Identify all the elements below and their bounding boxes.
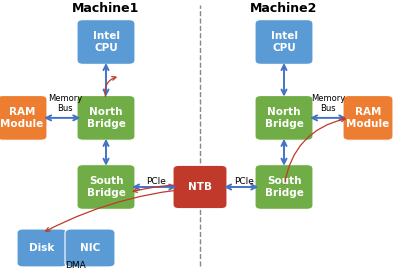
Text: Intel
CPU: Intel CPU	[92, 31, 120, 53]
Text: North
Bridge: North Bridge	[86, 107, 126, 129]
Text: PCIe: PCIe	[146, 176, 166, 186]
Text: Disk: Disk	[29, 243, 55, 253]
Text: RAM
Module: RAM Module	[346, 107, 390, 129]
FancyBboxPatch shape	[77, 165, 135, 209]
Text: Memory
Bus: Memory Bus	[48, 94, 82, 113]
FancyBboxPatch shape	[77, 20, 135, 64]
FancyBboxPatch shape	[255, 165, 313, 209]
FancyBboxPatch shape	[343, 96, 393, 140]
Text: PCIe: PCIe	[234, 176, 254, 186]
Text: NIC: NIC	[80, 243, 100, 253]
Text: South
Bridge: South Bridge	[264, 176, 304, 198]
FancyBboxPatch shape	[77, 96, 135, 140]
Text: DMA: DMA	[66, 260, 86, 270]
FancyBboxPatch shape	[255, 96, 313, 140]
Text: RAM
Module: RAM Module	[0, 107, 44, 129]
FancyBboxPatch shape	[173, 165, 227, 209]
FancyBboxPatch shape	[17, 229, 67, 267]
Text: Machine2: Machine2	[250, 2, 318, 15]
FancyBboxPatch shape	[255, 20, 313, 64]
FancyBboxPatch shape	[0, 96, 47, 140]
Text: Memory
Bus: Memory Bus	[311, 94, 345, 113]
FancyBboxPatch shape	[65, 229, 115, 267]
Text: North
Bridge: North Bridge	[264, 107, 304, 129]
Text: Machine1: Machine1	[72, 2, 140, 15]
Text: South
Bridge: South Bridge	[86, 176, 126, 198]
Text: NTB: NTB	[188, 182, 212, 192]
Text: Intel
CPU: Intel CPU	[270, 31, 298, 53]
